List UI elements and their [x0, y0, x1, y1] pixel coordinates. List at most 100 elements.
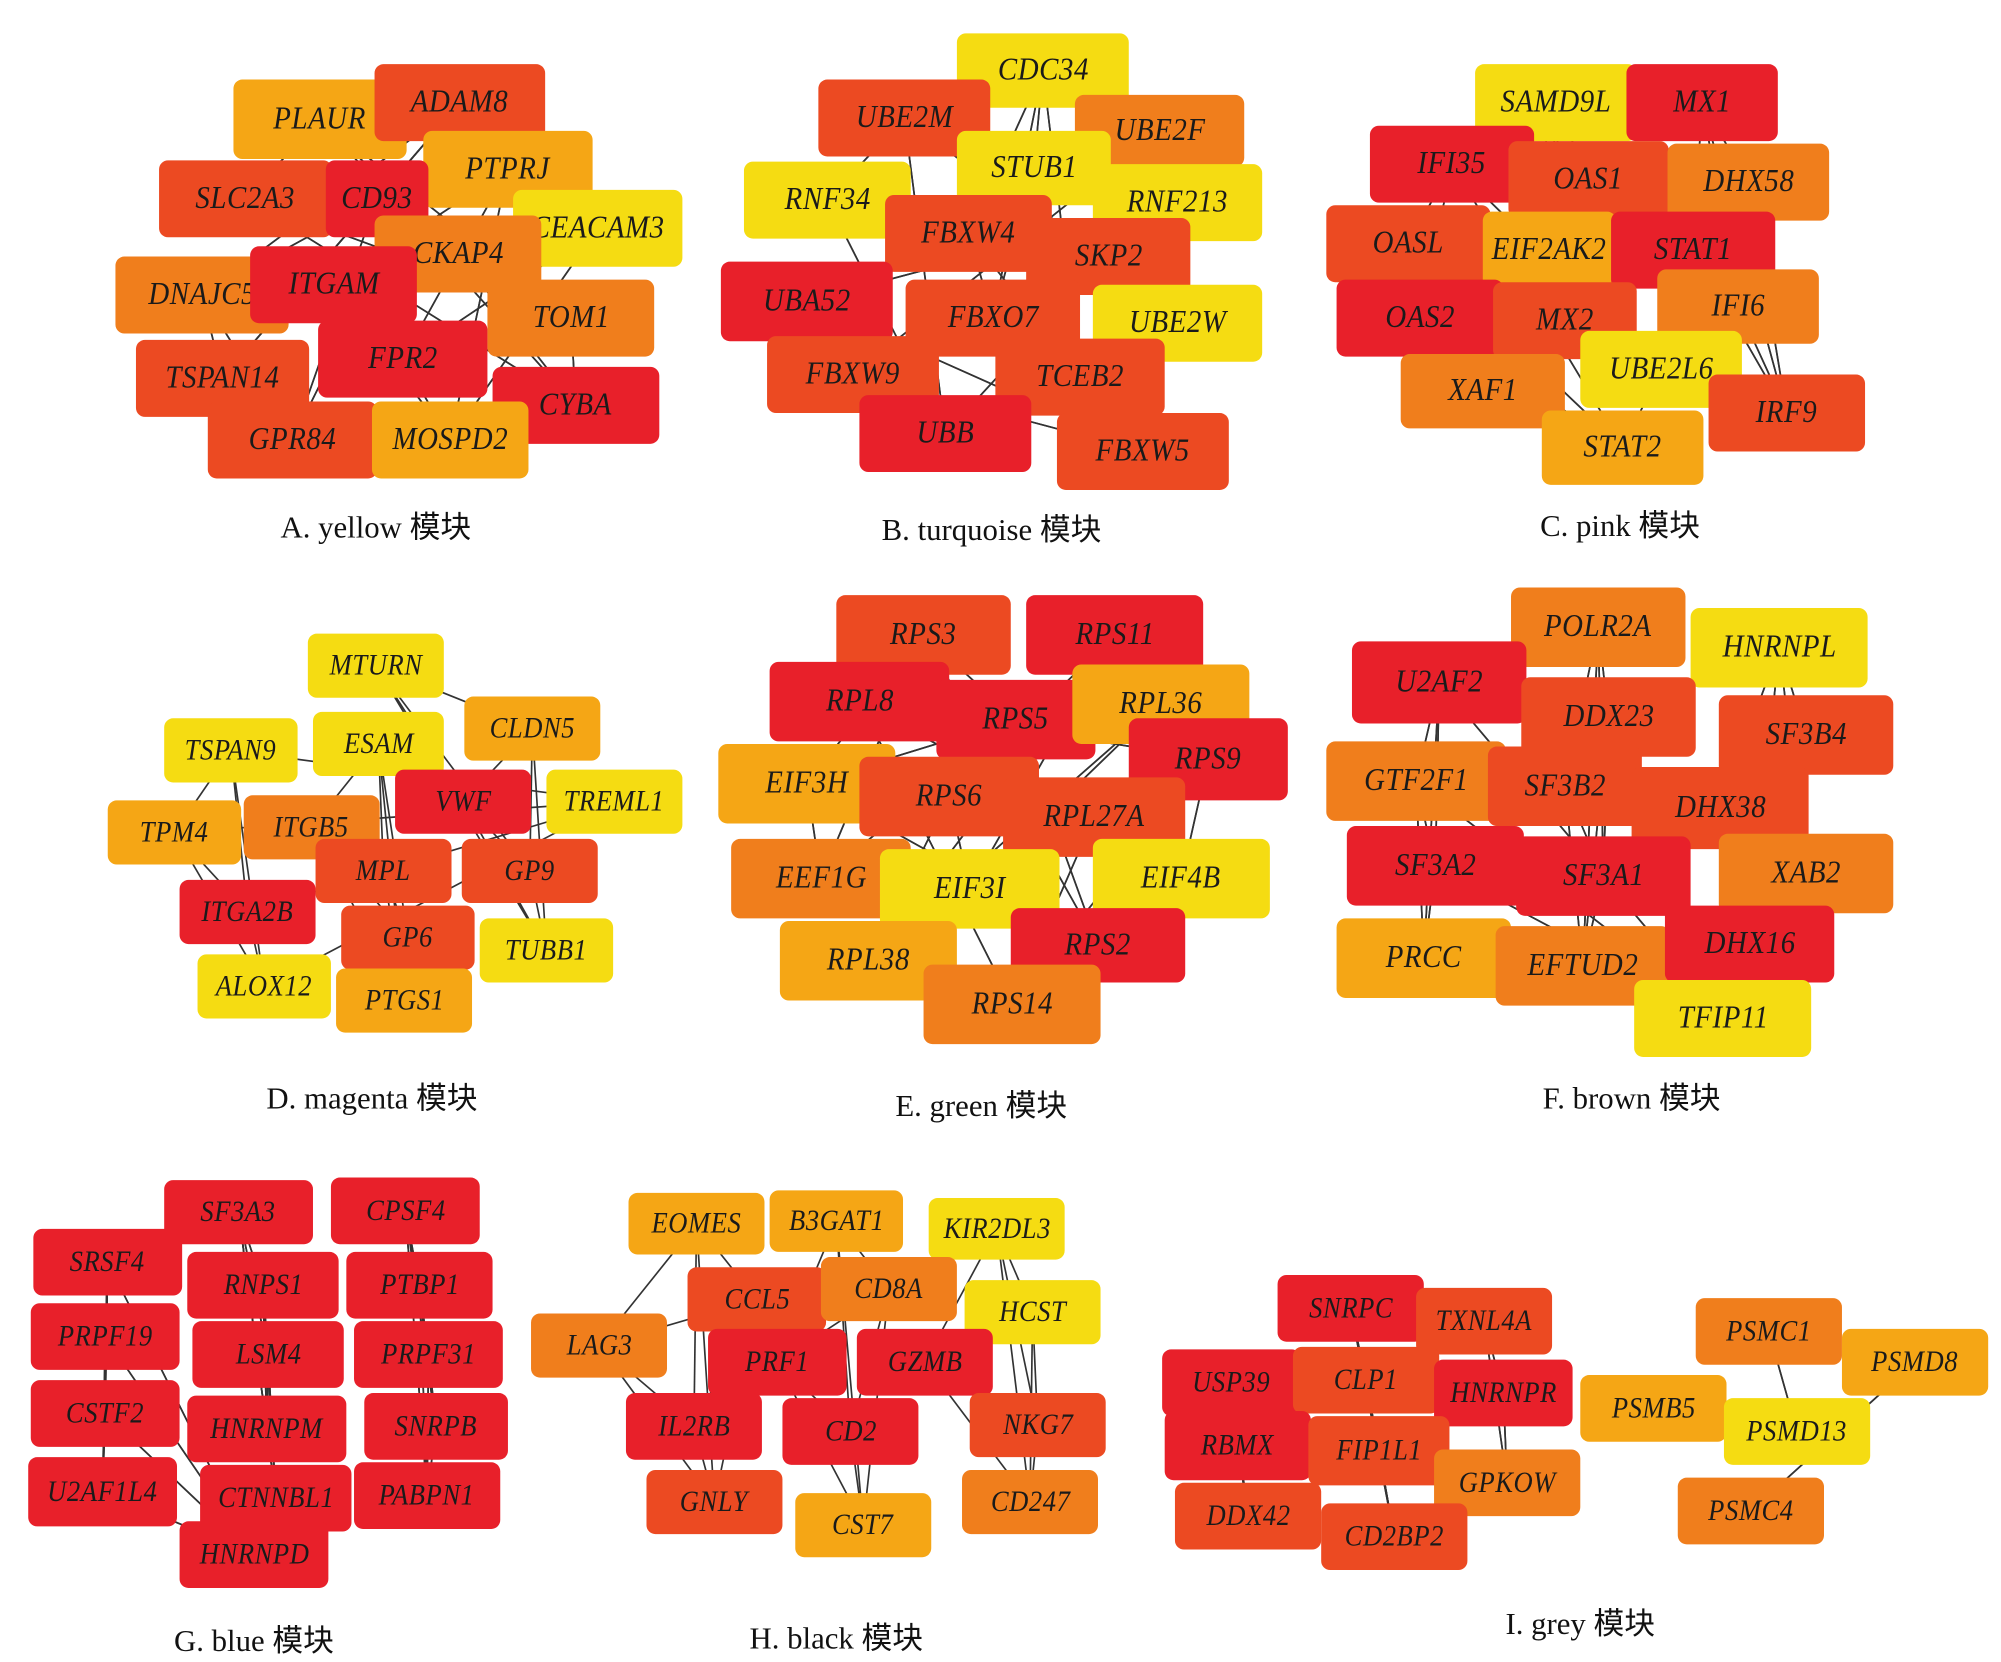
gene-node[interactable]: MOSPD2 [371, 401, 529, 479]
gene-node[interactable]: SF3B2 [1487, 746, 1642, 827]
gene-node[interactable]: CLP1 [1292, 1346, 1440, 1414]
gene-node[interactable]: ITGAM [250, 246, 417, 324]
gene-node[interactable]: EIF2AK2 [1482, 211, 1617, 289]
gene-node[interactable]: TUBB1 [479, 918, 614, 983]
gene-node[interactable]: PSMC1 [1695, 1298, 1842, 1365]
gene-node[interactable]: ADAM8 [374, 64, 546, 142]
gene-node[interactable]: TPM4 [107, 800, 242, 865]
gene-node[interactable]: PSMD8 [1841, 1328, 1989, 1396]
gene-node[interactable]: PRPF31 [354, 1321, 503, 1388]
gene-node[interactable]: B3GAT1 [769, 1190, 904, 1252]
gene-node[interactable]: IFI35 [1369, 125, 1535, 203]
gene-node[interactable]: IL2RB [625, 1393, 762, 1460]
gene-node[interactable]: RPS14 [923, 964, 1101, 1045]
gene-node[interactable]: TSPAN9 [164, 718, 298, 783]
gene-node[interactable]: CPSF4 [330, 1177, 480, 1245]
gene-node[interactable]: HNRNPR [1434, 1359, 1573, 1427]
gene-node[interactable]: GPR84 [207, 401, 378, 479]
gene-node[interactable]: HNRNPD [179, 1521, 329, 1588]
gene-node[interactable]: GNLY [646, 1469, 783, 1535]
gene-node[interactable]: U2AF2 [1351, 641, 1527, 724]
gene-node[interactable]: ITGA2B [179, 879, 316, 945]
gene-node[interactable]: VWF [395, 769, 532, 834]
gene-node[interactable]: LAG3 [531, 1313, 668, 1378]
gene-node[interactable]: PTPRJ [423, 130, 593, 208]
gene-node[interactable]: FIP1L1 [1308, 1416, 1450, 1486]
gene-node[interactable]: SF3A3 [164, 1180, 313, 1245]
gene-node[interactable]: HNRNPL [1690, 607, 1868, 688]
gene-node[interactable]: TREML1 [546, 769, 683, 834]
gene-node[interactable]: FBXW5 [1056, 413, 1229, 490]
gene-node[interactable]: OASL [1326, 205, 1491, 283]
gene-node[interactable]: MX1 [1626, 64, 1778, 142]
gene-node[interactable]: DHX58 [1667, 143, 1830, 221]
gene-node[interactable]: TXNL4A [1416, 1287, 1553, 1355]
gene-node[interactable]: SF3A2 [1346, 826, 1524, 906]
gene-node[interactable]: CD8A [820, 1257, 957, 1322]
gene-node[interactable]: FPR2 [318, 320, 488, 398]
gene-node[interactable]: MPL [315, 838, 452, 904]
gene-node[interactable]: XAB2 [1718, 833, 1894, 914]
gene-node[interactable]: EIF4B [1092, 838, 1270, 919]
gene-node[interactable]: XAF1 [1400, 354, 1565, 429]
gene-node[interactable]: DDX42 [1174, 1482, 1322, 1550]
gene-node[interactable]: STAT2 [1541, 410, 1704, 485]
gene-node[interactable]: SF3A1 [1516, 836, 1691, 916]
gene-node[interactable]: MTURN [307, 633, 444, 698]
gene-node[interactable]: PSMC4 [1677, 1477, 1824, 1545]
gene-node[interactable]: PSMB5 [1580, 1375, 1727, 1442]
gene-node[interactable]: IRF9 [1708, 374, 1866, 452]
gene-node[interactable]: UBB [859, 395, 1032, 473]
gene-node[interactable]: CSTF2 [30, 1380, 180, 1447]
gene-node[interactable]: TFIP11 [1634, 979, 1812, 1057]
gene-node[interactable]: USP39 [1162, 1349, 1301, 1417]
gene-node[interactable]: CLDN5 [464, 696, 601, 761]
gene-node[interactable]: DDX23 [1521, 677, 1696, 757]
gene-node[interactable]: PRPF19 [30, 1303, 180, 1370]
gene-node[interactable]: TOM1 [487, 279, 655, 357]
gene-node[interactable]: STUB1 [956, 130, 1111, 206]
gene-node[interactable]: CD2BP2 [1321, 1503, 1468, 1571]
gene-node[interactable]: SNRPC [1277, 1275, 1424, 1342]
gene-node[interactable]: OAS2 [1336, 279, 1504, 357]
gene-node[interactable]: PRCC [1336, 918, 1512, 998]
gene-node[interactable]: SKP2 [1026, 218, 1191, 296]
gene-node[interactable]: CTNNBL1 [200, 1464, 352, 1532]
gene-node[interactable]: ALOX12 [197, 954, 331, 1019]
gene-node[interactable]: RPS3 [836, 595, 1011, 675]
gene-node[interactable]: CD2 [782, 1398, 919, 1465]
gene-node[interactable]: SF3B4 [1718, 695, 1894, 775]
gene-node[interactable]: GP9 [461, 838, 598, 904]
gene-node[interactable]: RBMX [1164, 1410, 1311, 1481]
gene-node[interactable]: RPS5 [936, 679, 1096, 760]
gene-node[interactable]: PRF1 [708, 1328, 847, 1396]
gene-node[interactable]: RNPS1 [187, 1251, 339, 1319]
gene-node[interactable]: FBXW4 [885, 194, 1052, 272]
gene-node[interactable]: PTGS1 [336, 968, 473, 1033]
gene-node[interactable]: CCL5 [687, 1267, 827, 1332]
gene-node[interactable]: UBA52 [720, 261, 893, 342]
gene-node[interactable]: PTBP1 [346, 1251, 493, 1319]
gene-node[interactable]: SRSF4 [33, 1228, 183, 1296]
gene-node[interactable]: RPS9 [1128, 718, 1288, 801]
gene-node[interactable]: NKG7 [969, 1393, 1106, 1458]
gene-node[interactable]: RPL8 [769, 661, 950, 742]
gene-node[interactable]: GP6 [341, 905, 475, 970]
gene-node[interactable]: EOMES [628, 1192, 765, 1255]
gene-node[interactable]: PSMD13 [1723, 1398, 1871, 1465]
gene-node[interactable]: U2AF1L4 [28, 1457, 178, 1527]
gene-node[interactable]: ESAM [312, 711, 444, 777]
gene-node[interactable]: CD247 [962, 1469, 1098, 1535]
gene-node[interactable]: LSM4 [192, 1321, 344, 1388]
gene-node[interactable]: SLC2A3 [159, 160, 333, 238]
gene-node[interactable]: DHX16 [1664, 905, 1835, 983]
gene-node[interactable]: PABPN1 [354, 1462, 501, 1529]
gene-node[interactable]: OAS1 [1508, 141, 1669, 219]
gene-node[interactable]: GZMB [856, 1328, 993, 1396]
gene-node[interactable]: KIR2DL3 [928, 1198, 1065, 1260]
gene-node[interactable]: RPS11 [1026, 595, 1204, 675]
gene-node[interactable]: POLR2A [1511, 587, 1686, 668]
gene-node[interactable]: RNF34 [743, 161, 911, 239]
gene-node[interactable]: HNRNPM [187, 1395, 347, 1463]
gene-node[interactable]: GTF2F1 [1326, 741, 1506, 821]
